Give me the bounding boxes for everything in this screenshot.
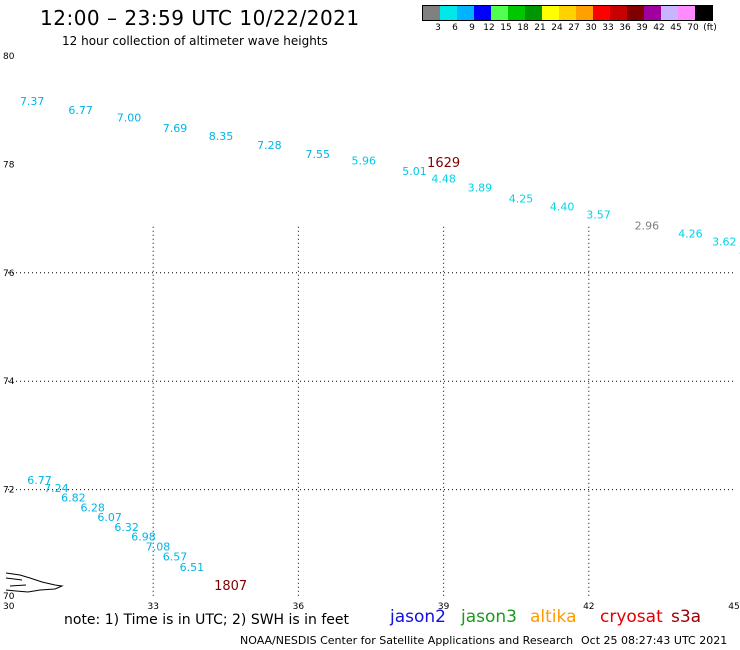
legend-swatch	[678, 6, 695, 20]
legend-labels: 3 6 9 12 15 18 21 24 27 30 33 36 39 42 45 70 (ft)	[422, 21, 717, 35]
wave-height-label: 2.96	[635, 219, 660, 232]
satellite-label-cryosat: cryosat	[600, 607, 663, 627]
legend-label: 27	[568, 23, 580, 33]
legend-label: 30	[585, 23, 597, 33]
wave-height-label: 6.77	[27, 474, 52, 487]
legend-swatch	[695, 6, 712, 20]
y-tick-label: 78	[3, 160, 15, 170]
wave-height-label: 7.37	[20, 95, 45, 108]
chart-subtitle: 12 hour collection of altimeter wave hei…	[62, 34, 328, 48]
legend-label: 18	[517, 23, 529, 33]
chart-title: 12:00 – 23:59 UTC 10/22/2021	[40, 6, 360, 30]
wave-height-label: 6.77	[68, 104, 93, 117]
wave-height-label: 3.89	[468, 182, 493, 195]
legend-label: 9	[469, 23, 475, 33]
legend-swatch	[440, 6, 457, 20]
time-label: 1629	[427, 156, 460, 171]
y-tick-label: 76	[3, 269, 15, 279]
legend-swatch	[593, 6, 610, 20]
satellite-label-jason3: jason3	[461, 607, 517, 627]
legend-label: 33	[602, 23, 614, 33]
legend-label: 3	[435, 23, 441, 33]
satellite-label-jason2: jason2	[390, 607, 446, 627]
wave-height-label: 8.35	[209, 130, 234, 143]
legend-swatches	[422, 5, 713, 21]
wave-height-label: 6.28	[80, 501, 105, 514]
y-tick-label: 74	[3, 377, 15, 387]
wave-height-label: 6.51	[180, 561, 205, 574]
legend-label: 24	[551, 23, 563, 33]
satellite-label-s3a: s3a	[671, 607, 702, 627]
legend-label: 6	[452, 23, 458, 33]
legend-swatch	[457, 6, 474, 20]
coastline	[5, 572, 64, 593]
wave-height-label: 7.08	[146, 540, 171, 553]
legend-label: 39	[636, 23, 648, 33]
x-tick-label: 30	[3, 602, 15, 612]
legend-swatch	[644, 6, 661, 20]
axis-labels: 30 33 36 39 42 45 70 72 74 76 78 80	[3, 52, 740, 612]
x-tick-label: 45	[728, 602, 739, 612]
wave-height-label: 7.55	[306, 148, 331, 161]
wave-height-label: 6.32	[114, 521, 139, 534]
wave-height-label: 7.24	[44, 482, 69, 495]
y-tick-label: 72	[3, 486, 14, 496]
legend-swatch	[474, 6, 491, 20]
legend-swatch	[576, 6, 593, 20]
generated-timestamp: Oct 25 08:27:43 UTC 2021	[581, 634, 728, 647]
legend-swatch	[559, 6, 576, 20]
footnote: note: 1) Time is in UTC; 2) SWH is in fe…	[64, 612, 350, 628]
legend-label: 12	[483, 23, 495, 33]
credit-text: NOAA/NESDIS Center for Satellite Applica…	[240, 634, 574, 647]
legend-label: 15	[500, 23, 512, 33]
wave-height-label: 6.07	[97, 511, 122, 524]
x-tick-label: 39	[438, 602, 450, 612]
legend-swatch	[491, 6, 508, 20]
legend-swatch	[610, 6, 627, 20]
legend-swatch	[542, 6, 559, 20]
wave-height-label: 5.96	[351, 154, 376, 167]
grid-lines	[8, 226, 734, 598]
legend-label: 21	[534, 23, 546, 33]
wave-height-label: 4.26	[678, 228, 703, 241]
legend-label: 45	[670, 23, 682, 33]
satellite-label-altika: altika	[530, 607, 577, 627]
wave-height-label: 3.62	[739, 244, 740, 257]
wave-height-label: 4.40	[550, 200, 575, 213]
x-tick-label: 36	[293, 602, 305, 612]
wave-height-label: 6.82	[61, 492, 86, 505]
wave-height-label: 3.57	[586, 209, 611, 222]
legend-label: 42	[653, 23, 665, 33]
x-tick-label: 33	[147, 602, 158, 612]
legend-swatch	[508, 6, 525, 20]
wave-height-label: 6.57	[163, 551, 188, 564]
legend-swatch	[423, 6, 440, 20]
color-scale-legend: 3 6 9 12 15 18 21 24 27 30 33 36 39 42 45 70 (ft)	[422, 5, 717, 35]
legend-swatch	[525, 6, 542, 20]
data-points: 7.37 6.77 7.00 7.69 8.35 7.28 7.55 5.96 5.01 4.48…	[20, 95, 740, 594]
wave-height-label: 7.28	[257, 139, 282, 152]
y-tick-label: 70	[3, 592, 15, 602]
x-tick-label: 42	[583, 602, 594, 612]
wave-height-label: 4.25	[509, 192, 534, 205]
legend-label: (ft)	[703, 23, 717, 33]
legend-swatch	[661, 6, 678, 20]
y-tick-label: 80	[3, 52, 15, 62]
legend-label: 36	[619, 23, 631, 33]
wave-height-label: 5.01	[402, 165, 427, 178]
wave-height-label: 7.69	[163, 122, 188, 135]
wave-height-label: 3.62	[712, 236, 737, 249]
wave-height-label: 7.00	[117, 112, 142, 125]
wave-height-label: 6.98	[131, 531, 156, 544]
legend-swatch	[627, 6, 644, 20]
wave-height-label: 4.48	[431, 172, 456, 185]
time-label: 1807	[214, 579, 247, 594]
legend-label: 70	[687, 23, 699, 33]
